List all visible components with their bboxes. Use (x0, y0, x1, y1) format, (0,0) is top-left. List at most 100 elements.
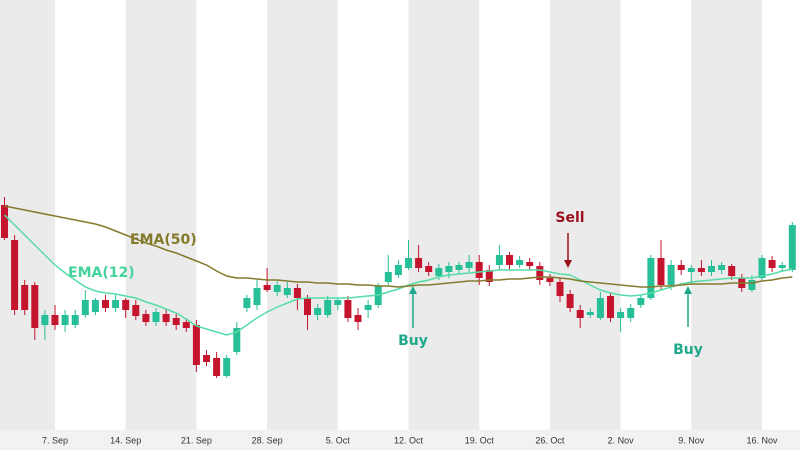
candle-body (637, 298, 645, 305)
candle-body (293, 288, 301, 298)
candle-body (384, 272, 392, 282)
candle-body (91, 300, 99, 312)
candle-body (495, 255, 503, 265)
candle-body (607, 296, 614, 318)
candle-body (41, 315, 49, 325)
annotation-label: Buy (673, 342, 703, 358)
week-band (549, 0, 621, 430)
candle-body (122, 300, 130, 310)
candle-body (657, 258, 665, 285)
candle-body (203, 355, 210, 362)
candle-body (768, 260, 776, 268)
candle-body (687, 268, 695, 272)
candle-body (455, 265, 463, 270)
candle-body (71, 315, 79, 325)
series-label: EMA(50) (130, 232, 197, 248)
candle-body (132, 305, 140, 316)
candle-body (556, 282, 564, 296)
candle-body (415, 258, 423, 268)
annotation: Buy (673, 286, 703, 358)
week-band (408, 0, 480, 430)
candle-body (576, 310, 584, 318)
candle-body (31, 285, 39, 328)
candle-body (304, 298, 311, 315)
x-tick-label: 21. Sep (181, 435, 212, 445)
candle-body (263, 285, 271, 290)
candle-body (718, 265, 726, 270)
candle-body (223, 358, 231, 376)
candle-body (465, 262, 473, 268)
background (0, 0, 762, 430)
annotation: Sell (555, 210, 585, 268)
candle-body (51, 315, 59, 325)
candle-body (566, 294, 574, 308)
week-band (0, 0, 55, 430)
candle-body (758, 258, 766, 278)
candle-body (162, 314, 170, 322)
candle-body (172, 318, 180, 325)
candle-body (364, 305, 372, 310)
candle-body (536, 266, 544, 280)
candle-body (142, 314, 150, 322)
candle-body (586, 312, 594, 315)
candle-body (102, 300, 109, 308)
candle-body (354, 315, 362, 322)
candle-body (192, 325, 200, 365)
candle-body (677, 265, 685, 270)
x-tick-label: 12. Oct (394, 435, 424, 445)
annotation-label: Buy (398, 333, 428, 349)
x-tick-label: 7. Sep (42, 435, 68, 445)
candle-body (112, 300, 120, 308)
candle-body (788, 225, 796, 270)
candle-body (697, 268, 705, 272)
candle-body (213, 358, 221, 376)
candle-body (61, 315, 69, 325)
week-band (125, 0, 197, 430)
candle-body (81, 300, 89, 315)
candle-body (273, 285, 281, 292)
candle-body (506, 255, 513, 265)
series-label: EMA(12) (68, 265, 135, 281)
candle-body (475, 262, 483, 278)
candle-body (445, 266, 453, 272)
candle-body (667, 265, 675, 285)
candle-body (546, 278, 554, 282)
candle-body (708, 266, 715, 272)
ema-line (3, 214, 793, 336)
x-tick-label: 19. Oct (465, 435, 495, 445)
x-axis-band (0, 430, 800, 450)
x-tick-label: 16. Nov (746, 435, 778, 445)
candle-body (485, 270, 493, 282)
candle-body (11, 240, 19, 310)
candle-body (253, 288, 261, 305)
candle-body (233, 328, 241, 352)
candle-body (516, 260, 524, 265)
candle-body (425, 266, 433, 272)
candle-body (334, 300, 342, 305)
candle-body (324, 300, 332, 315)
candle-body (405, 258, 412, 268)
week-band (267, 0, 338, 430)
candle-body (283, 288, 291, 295)
x-tick-label: 26. Oct (535, 435, 565, 445)
ema-line (4, 205, 793, 288)
annotation: Buy (398, 286, 428, 349)
candle-body (617, 312, 625, 318)
arrow-head (409, 286, 417, 294)
candle-body (243, 298, 251, 308)
arrow-head (684, 286, 692, 294)
candle-body (596, 298, 604, 318)
candle-body (435, 268, 443, 276)
x-tick-label: 28. Sep (252, 435, 283, 445)
x-tick-label: 14. Sep (110, 435, 141, 445)
plot (1, 197, 796, 378)
x-tick-label: 2. Nov (608, 435, 635, 445)
candle-body (182, 322, 190, 328)
candle-body (394, 265, 402, 275)
candle-body (748, 280, 756, 290)
week-band (691, 0, 762, 430)
candle-body (647, 258, 655, 298)
x-tick-label: 9. Nov (678, 435, 705, 445)
candle-body (1, 205, 8, 238)
